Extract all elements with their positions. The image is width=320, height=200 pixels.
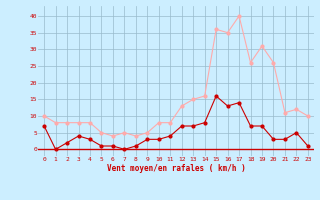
- X-axis label: Vent moyen/en rafales ( km/h ): Vent moyen/en rafales ( km/h ): [107, 164, 245, 173]
